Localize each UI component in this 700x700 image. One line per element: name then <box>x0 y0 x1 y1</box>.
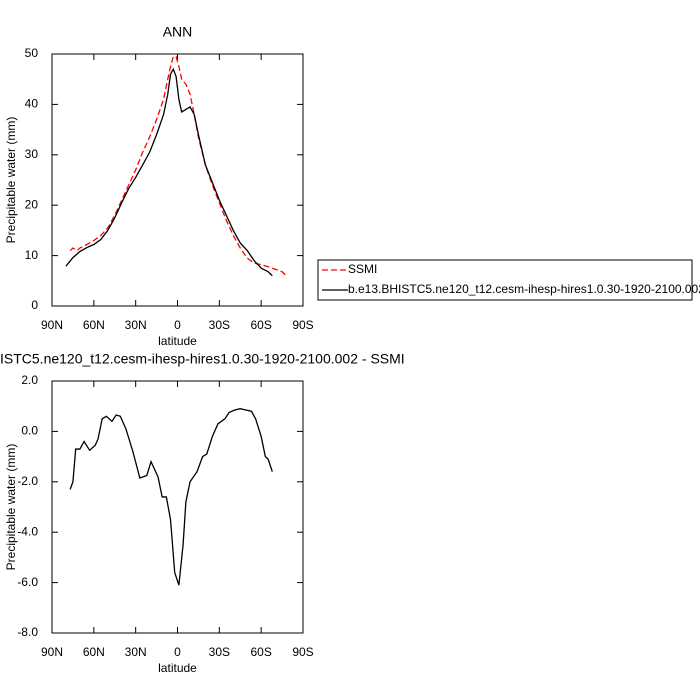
y-tick-label: 30 <box>25 147 39 161</box>
legend-label: b.e13.BHISTC5.ne120_t12.cesm-ihesp-hires… <box>348 282 700 296</box>
y-tick-label: -8.0 <box>17 625 38 639</box>
y-axis-label: Precipitable water (mm) <box>4 444 18 571</box>
series-line <box>69 55 287 277</box>
series-line <box>65 67 273 277</box>
y-tick-label: 10 <box>25 248 39 262</box>
x-tick-label: 60S <box>250 318 271 332</box>
x-tick-label: 30S <box>209 645 230 659</box>
x-axis-label: latitude <box>158 661 197 675</box>
y-tick-label: 0.0 <box>21 424 38 438</box>
y-tick-label: 20 <box>25 197 39 211</box>
series-line <box>69 408 273 586</box>
plot-frame <box>51 380 304 634</box>
x-tick-label: 30N <box>125 645 147 659</box>
x-tick-label: 90N <box>41 645 63 659</box>
y-axis-label: Precipitable water (mm) <box>4 117 18 244</box>
y-tick-label: 2.0 <box>21 373 38 387</box>
x-tick-label: 60N <box>83 318 105 332</box>
x-tick-label: 30N <box>125 318 147 332</box>
x-tick-label: 0 <box>174 318 181 332</box>
y-tick-label: 0 <box>31 298 38 312</box>
x-tick-label: 30S <box>209 318 230 332</box>
legend-label: SSMI <box>348 262 377 276</box>
x-tick-label: 90N <box>41 318 63 332</box>
x-axis-label: latitude <box>158 334 197 348</box>
y-tick-label: 40 <box>25 97 39 111</box>
legend-box <box>317 259 693 301</box>
y-tick-label: -6.0 <box>17 575 38 589</box>
x-tick-label: 90S <box>292 645 313 659</box>
chart-title: ANN <box>163 24 193 40</box>
x-tick-label: 90S <box>292 318 313 332</box>
y-tick-label: 50 <box>25 46 39 60</box>
y-tick-label: -4.0 <box>17 524 38 538</box>
chart-title: ISTC5.ne120_t12.cesm-ihesp-hires1.0.30-1… <box>0 351 405 367</box>
y-tick-label: -2.0 <box>17 474 38 488</box>
x-tick-label: 60N <box>83 645 105 659</box>
x-tick-label: 0 <box>174 645 181 659</box>
x-tick-label: 60S <box>250 645 271 659</box>
